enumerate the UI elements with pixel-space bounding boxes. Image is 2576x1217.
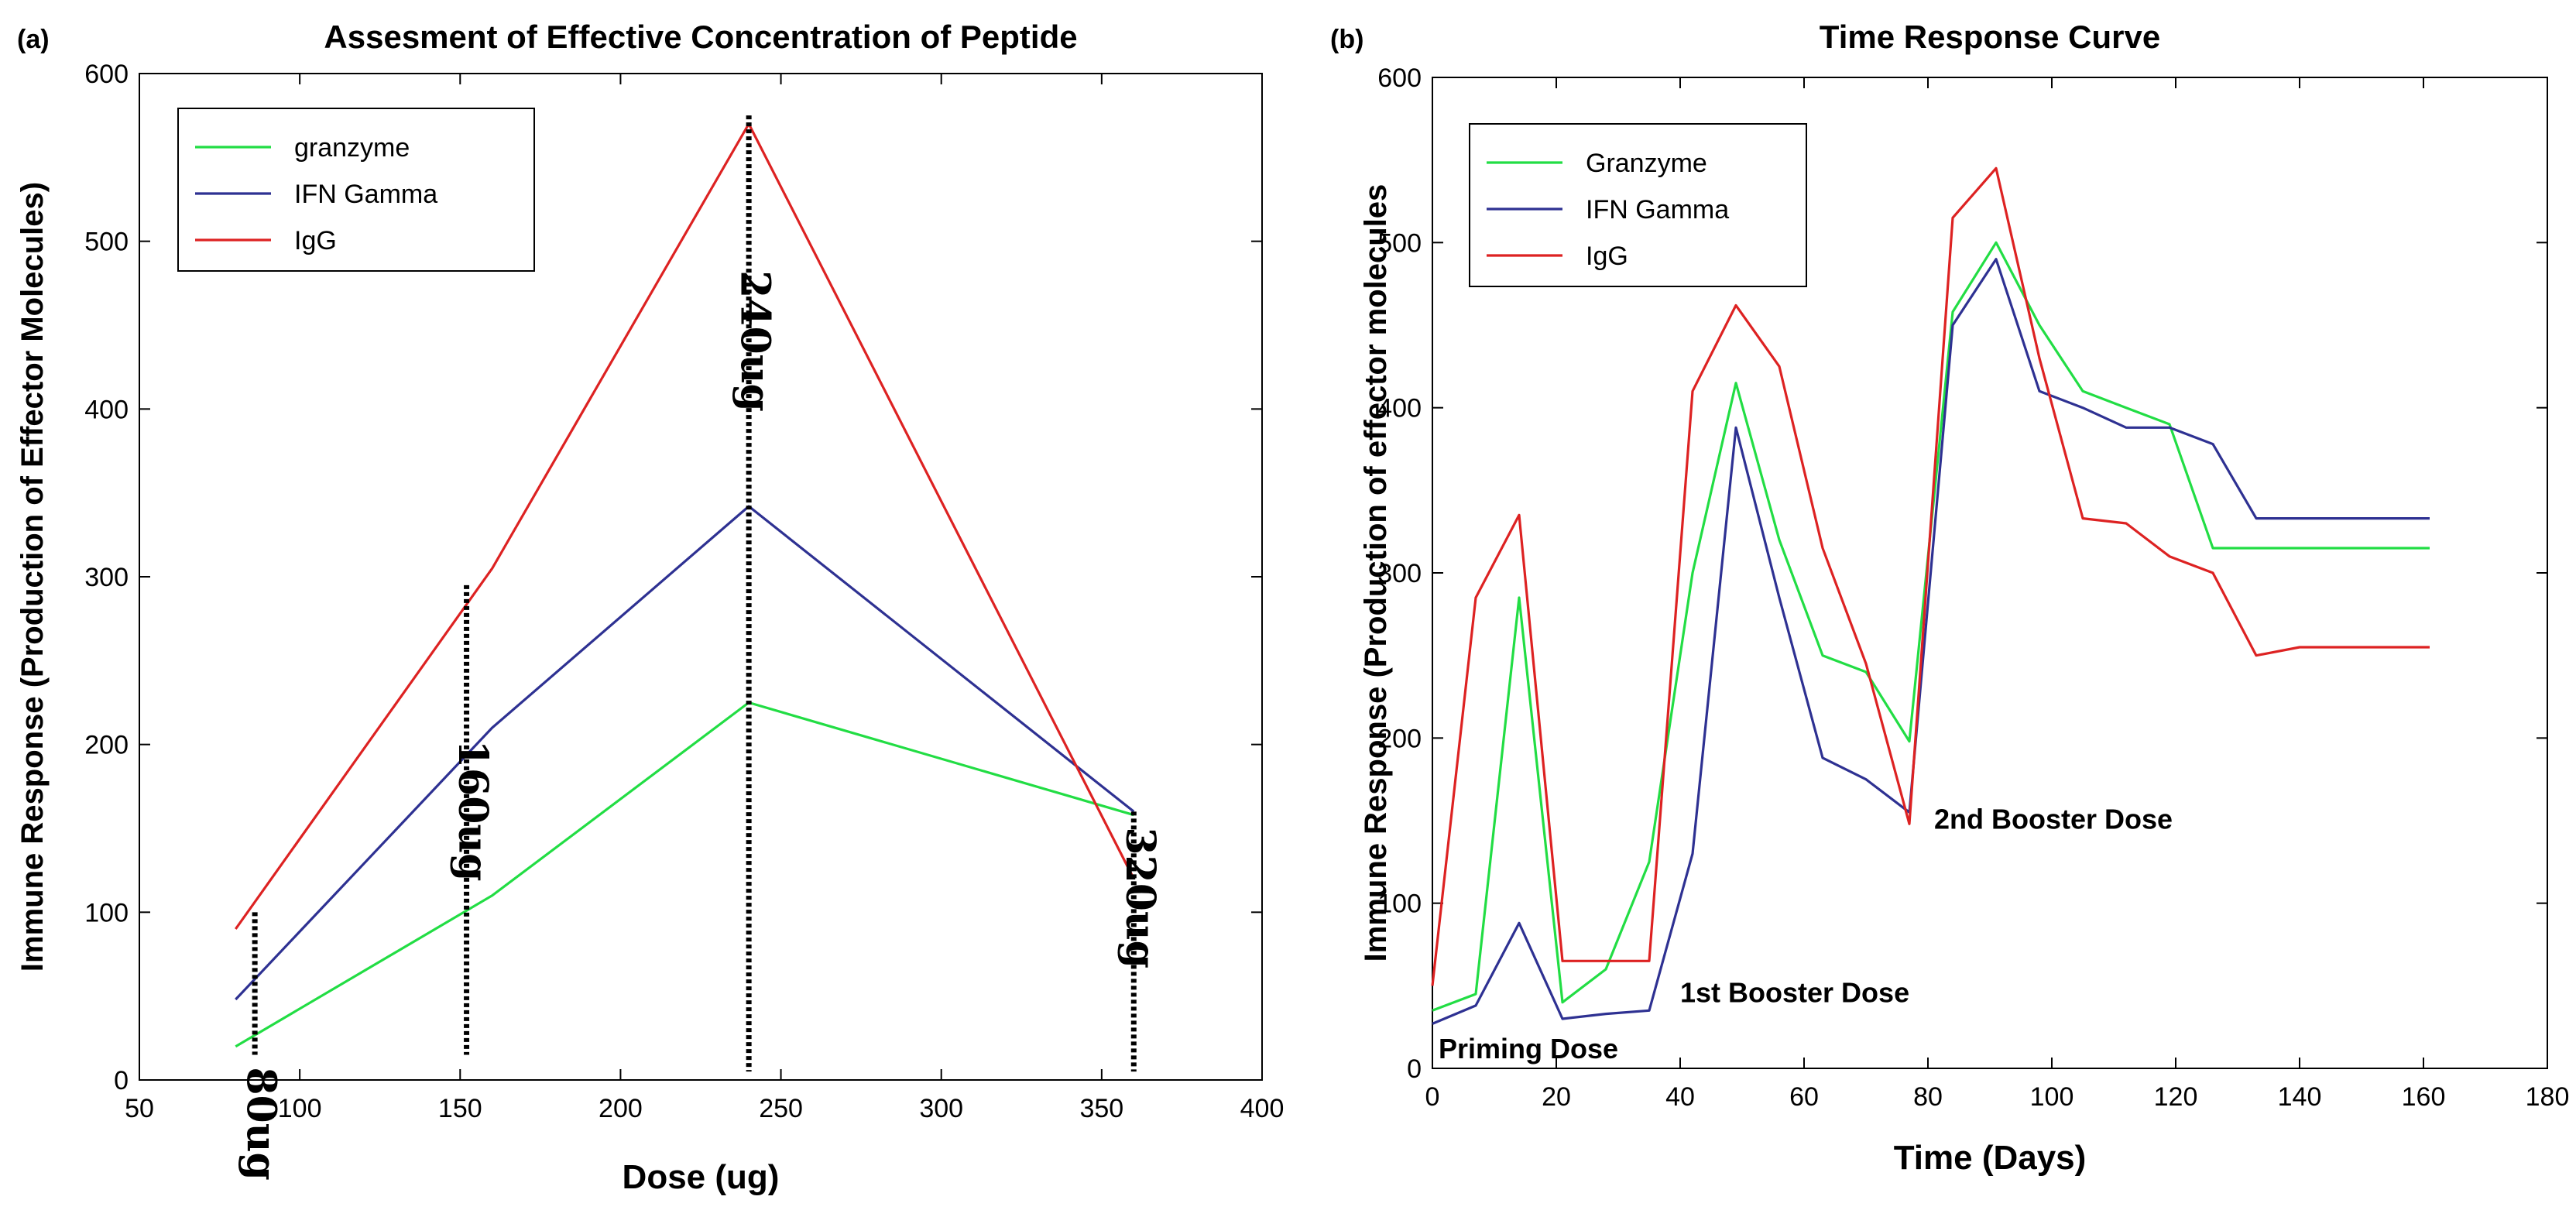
chart-a-y-tick-label: 0 xyxy=(114,1066,129,1095)
chart-b-legend-label: Granzyme xyxy=(1586,149,1707,178)
chart-a-legend-label: IgG xyxy=(294,226,337,255)
chart-a-series-granzyme xyxy=(235,701,1134,1048)
chart-b-x-tick-label: 100 xyxy=(2030,1082,2074,1112)
chart-b-x-axis-label: Time (Days) xyxy=(1894,1139,2087,1177)
chart-a-dose-label: 80ug xyxy=(238,1067,285,1181)
chart-b-x-tick-label: 120 xyxy=(2154,1082,2198,1112)
chart-b-legend-box xyxy=(1469,123,1807,287)
chart-a-dose-label: 240ug xyxy=(732,270,779,412)
panel-b-chart: (b) Time Response Curve 0 20 40 60 80 100 120 140… xyxy=(1330,19,2569,1177)
chart-b-y-tick-label: 100 xyxy=(1377,890,1422,919)
chart-b-y-tick-label: 300 xyxy=(1377,559,1422,588)
chart-a-y-tick-label: 600 xyxy=(84,60,129,89)
chart-b-x-tick-label: 140 xyxy=(2278,1082,2322,1112)
chart-b-title: Time Response Curve xyxy=(1820,19,2160,55)
chart-a-x-tick-label: 100 xyxy=(278,1094,322,1123)
chart-b-dose-annotation: 1st Booster Dose xyxy=(1680,977,1909,1009)
chart-a-y-tick-label: 200 xyxy=(84,731,129,760)
chart-a-dose-label: 160ug xyxy=(449,740,496,882)
chart-a-x-tick-label: 50 xyxy=(125,1094,154,1123)
chart-b-series-granzyme xyxy=(1432,241,2430,1012)
chart-a-x-tick-label: 350 xyxy=(1079,1094,1123,1123)
chart-b-dose-annotation: Priming Dose xyxy=(1439,1033,1618,1064)
chart-a-legend-label: IFN Gamma xyxy=(294,180,437,209)
chart-a-panel-label: (a) xyxy=(17,25,50,54)
chart-b-x-tick-label: 80 xyxy=(1913,1082,1943,1112)
chart-b-x-tick-label: 60 xyxy=(1789,1082,1819,1112)
chart-b-series-igg xyxy=(1431,166,2430,986)
chart-b-x-tick-label: 20 xyxy=(1542,1082,1571,1112)
chart-a-y-tick-label: 100 xyxy=(84,898,129,927)
chart-a-x-tick-label: 250 xyxy=(759,1094,803,1123)
chart-a-y-tick-label: 300 xyxy=(84,563,129,592)
chart-a-y-axis-label: Immune Response (Production of Effector … xyxy=(15,182,50,972)
chart-a-x-tick-label: 300 xyxy=(919,1094,963,1123)
chart-b-legend-label: IFN Gamma xyxy=(1586,195,1729,225)
chart-b-legend-label: IgG xyxy=(1586,242,1628,271)
chart-b-y-tick-label: 600 xyxy=(1377,63,1422,93)
chart-a-y-tick-label: 400 xyxy=(84,395,129,424)
chart-a-series-igg xyxy=(234,122,1135,930)
chart-b-y-tick-label: 400 xyxy=(1377,394,1422,423)
chart-a-dose-label: 320ug xyxy=(1116,827,1164,968)
chart-b-y-tick-label: 0 xyxy=(1407,1054,1422,1084)
chart-a-legend-box xyxy=(177,108,535,272)
chart-b-x-tick-label: 180 xyxy=(2526,1082,2570,1112)
chart-a-legend-label: granzyme xyxy=(294,133,410,163)
chart-a-x-tick-label: 200 xyxy=(599,1094,643,1123)
chart-a-x-tick-label: 150 xyxy=(438,1094,482,1123)
chart-a-x-axis-label: Dose (ug) xyxy=(623,1158,780,1196)
chart-a-series-ifn-gamma xyxy=(235,505,1135,1001)
chart-b-x-tick-label: 40 xyxy=(1665,1082,1695,1112)
chart-a-y-tick-label: 500 xyxy=(84,228,129,257)
panel-a-chart: (a) Assesment of Effective Concentration … xyxy=(15,19,1284,1196)
chart-a-x-tick-label: 400 xyxy=(1240,1094,1285,1123)
chart-b-dose-annotation: 2nd Booster Dose xyxy=(1934,804,2173,835)
chart-b-x-tick-label: 0 xyxy=(1425,1082,1440,1112)
chart-b-series-ifn-gamma xyxy=(1432,258,2430,1025)
chart-b-x-tick-label: 160 xyxy=(2402,1082,2446,1112)
chart-b-y-axis-label: Immune Response (Production of effector … xyxy=(1359,184,1393,962)
chart-b-panel-label: (b) xyxy=(1330,25,1363,54)
chart-a-title: Assesment of Effective Concentration of … xyxy=(324,19,1077,55)
chart-b-y-tick-label: 200 xyxy=(1377,724,1422,753)
chart-b-y-tick-label: 500 xyxy=(1377,228,1422,258)
